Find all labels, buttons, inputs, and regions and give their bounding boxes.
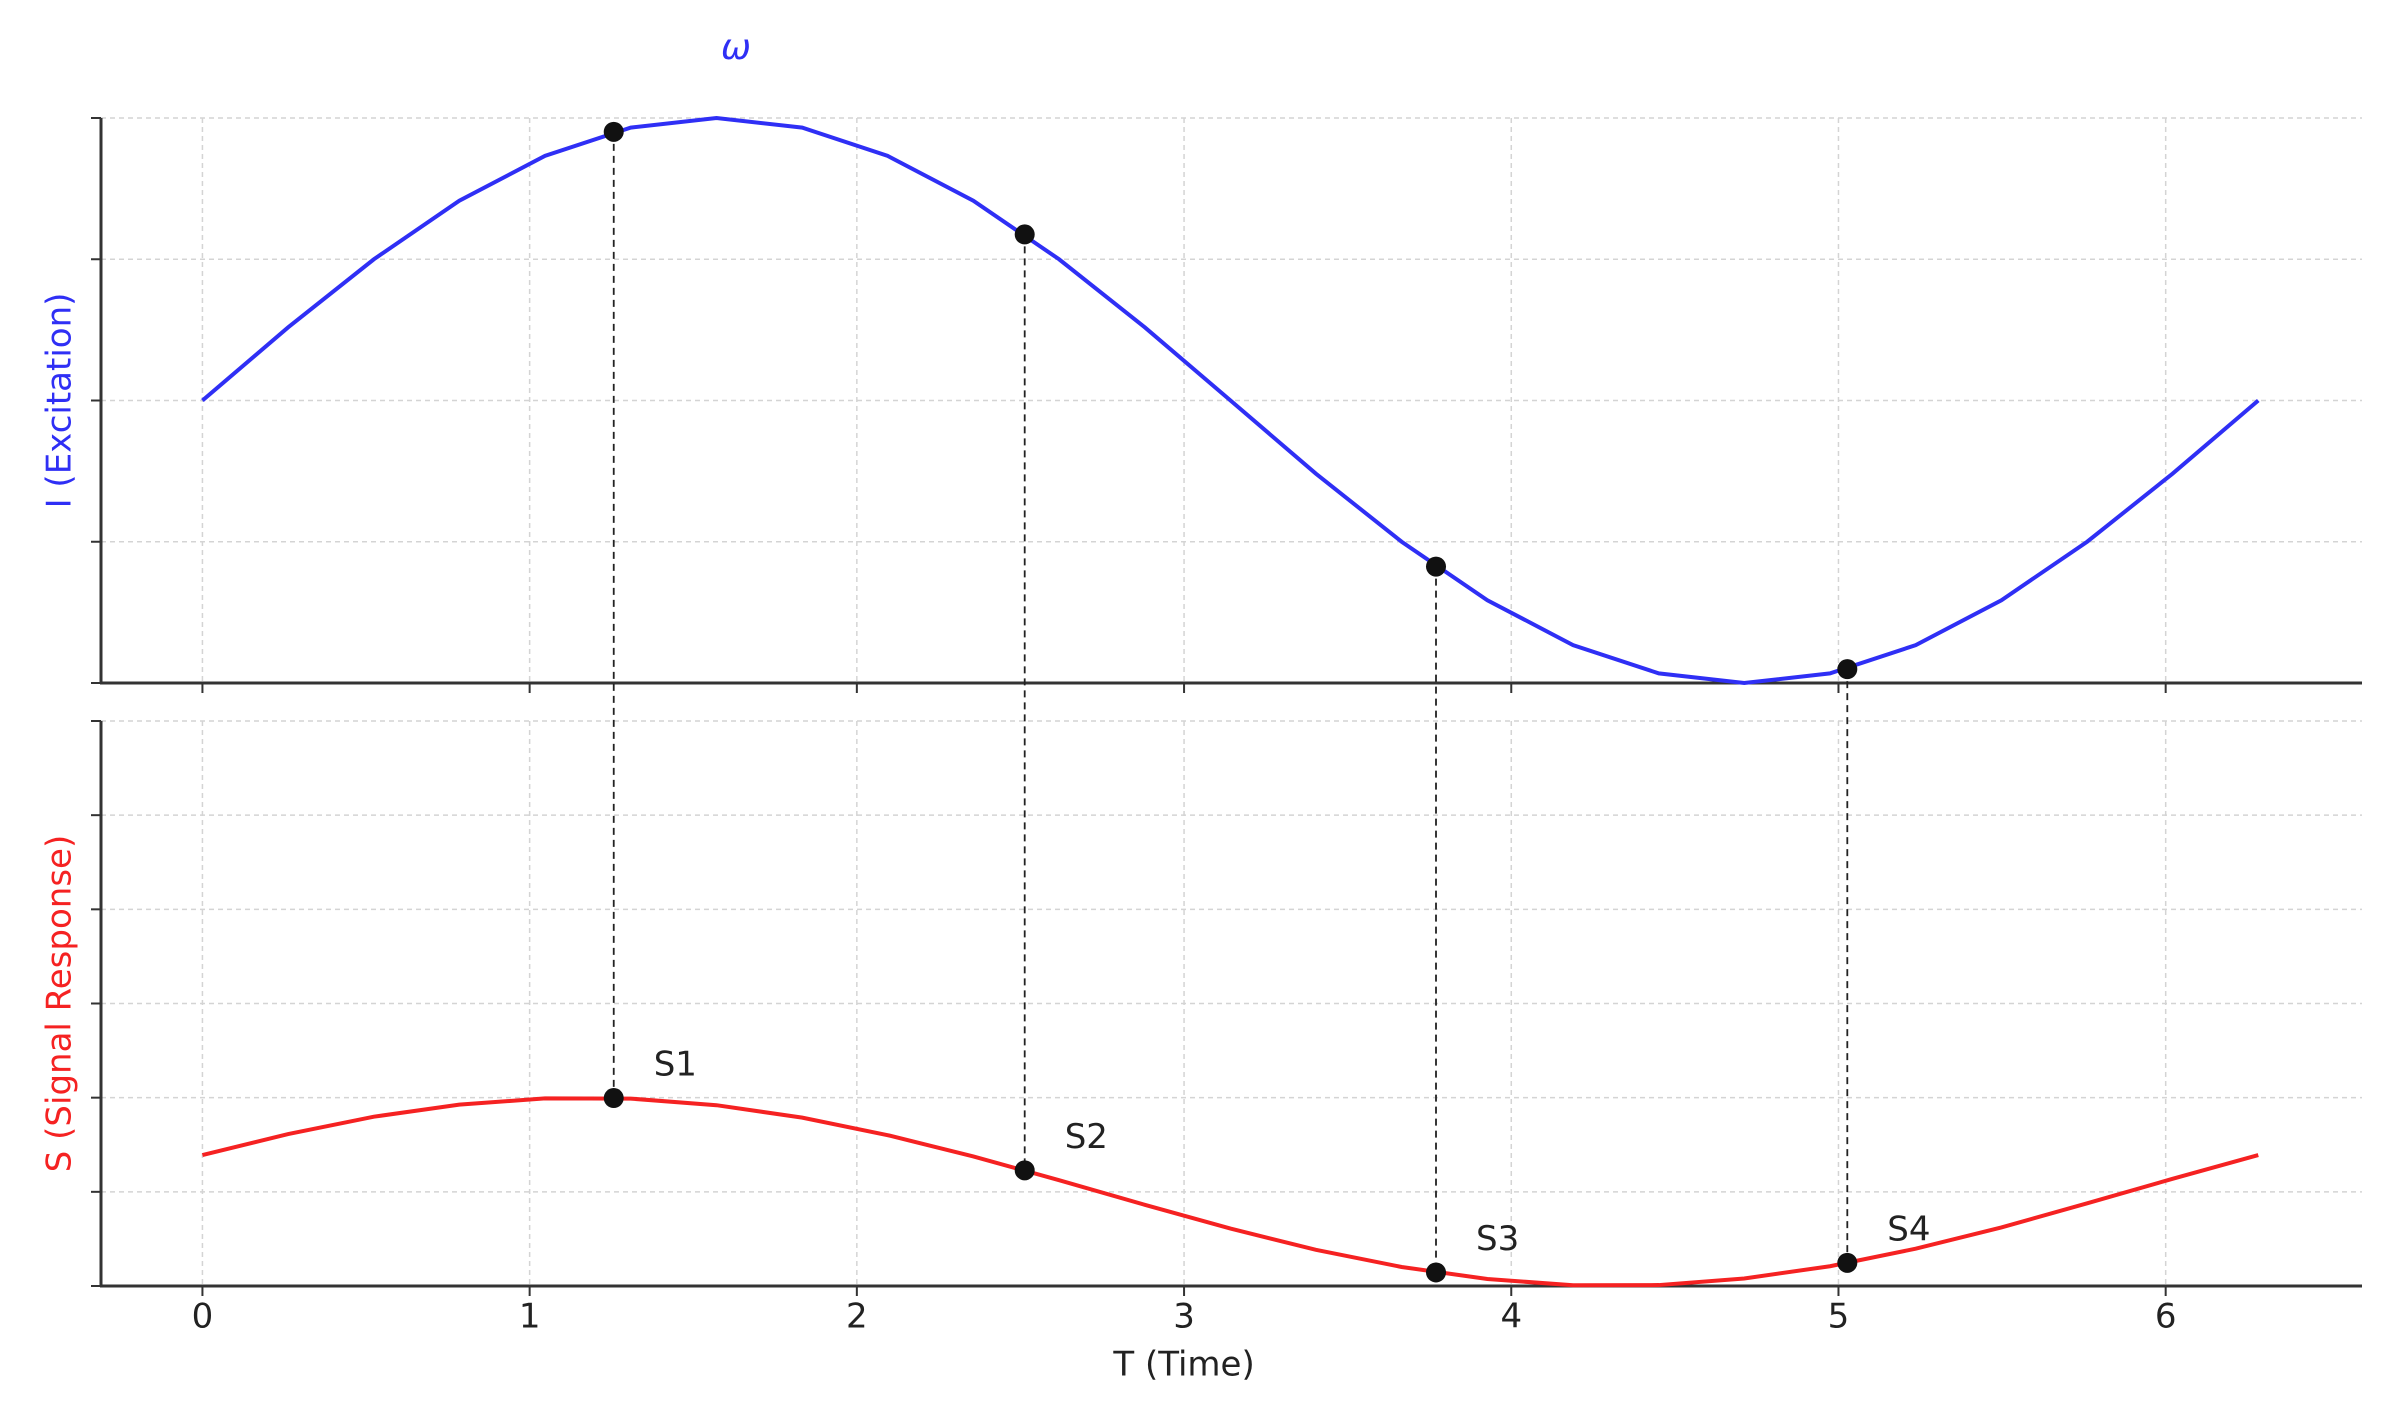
sample-point	[1014, 224, 1035, 245]
line	[201, 115, 2260, 686]
x-tick-label: 3	[1173, 1297, 1195, 1337]
x-tick-label: 5	[1828, 1297, 1850, 1337]
sample-point	[1014, 1160, 1035, 1181]
x-tick-label: 1	[519, 1297, 541, 1337]
x-tick-label: 6	[2155, 1297, 2177, 1337]
x-tick-label: 4	[1500, 1297, 1522, 1337]
point-label: S4	[1887, 1209, 1930, 1249]
chart-title: ω	[721, 27, 751, 68]
sample-point	[1837, 659, 1858, 680]
sample-point	[1426, 556, 1447, 577]
point-label: S1	[654, 1045, 697, 1085]
mark-layer: S1 S2 S3 S4	[201, 115, 2260, 1288]
sample-point	[603, 121, 624, 142]
sample-point	[603, 1088, 624, 1109]
x-axis-label: T (Time)	[1112, 1345, 1254, 1385]
line	[201, 1096, 2259, 1288]
sample-point	[1426, 1262, 1447, 1283]
point-label: S3	[1476, 1219, 1519, 1259]
point-label: S2	[1065, 1117, 1108, 1157]
x-tick-label: 0	[192, 1297, 214, 1337]
y-axis-label: I (Excitation)	[40, 293, 80, 509]
grid-layer: I (Excitation) ω 0 1 2 3 4 5 6 S (Signal Response…	[40, 27, 2362, 1385]
sample-point	[1837, 1252, 1858, 1273]
x-tick-label: 2	[846, 1297, 868, 1337]
y-axis-label: S (Signal Response)	[40, 835, 80, 1172]
